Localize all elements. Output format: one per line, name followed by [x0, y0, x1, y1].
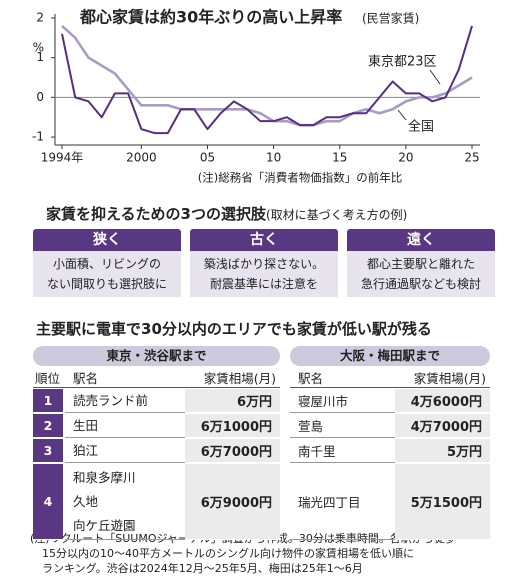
- station-name: 萱島: [290, 414, 395, 438]
- rent: 6万円: [185, 389, 280, 413]
- rent: 6万7000円: [185, 439, 280, 463]
- legend-leader: [429, 69, 441, 85]
- rent: 5万1500円: [395, 464, 490, 540]
- station-name: 狛江: [73, 442, 99, 458]
- y-tick-label: 1: [36, 50, 44, 64]
- option-text: 都心主要駅と離れた: [366, 257, 475, 271]
- station-name: 向ケ丘遊園: [73, 517, 136, 533]
- option-body: 築浅ばかり探さない。 耐震基準には注意を: [190, 251, 338, 297]
- footnote-line: ランキング。渋谷は2024年12月～25年5月、梅田は25年1～6月: [42, 562, 363, 575]
- rent: 4万6000円: [395, 389, 490, 413]
- legend-leader: [397, 109, 407, 121]
- rank: 1: [33, 389, 63, 413]
- x-tick-label: 1994年: [41, 151, 84, 165]
- x-tick-label: 25: [464, 151, 479, 165]
- chart-subtitle: (民営家賃): [362, 11, 419, 26]
- option-text: 耐震基準には注意を: [209, 277, 318, 291]
- option-body: 都心主要駅と離れた 急行通過駅なども検討: [347, 251, 495, 297]
- series-line: [61, 24, 473, 127]
- column-header: 家賃相場(月): [395, 368, 490, 388]
- footnote-line: 15分以内の10～40平方メートルのシングル向け物件の家賃相場を低い順に: [42, 547, 414, 560]
- legend-label: 全国: [408, 119, 434, 135]
- options-title-row: 家賃を抑えるための3つの選択肢(取材に基づく考え方の例): [46, 203, 407, 224]
- station-cell: 生田: [65, 414, 185, 438]
- y-unit: %: [33, 41, 44, 55]
- option-text: 急行通過駅なども検討: [360, 277, 481, 291]
- y-tick-label: -1: [32, 130, 44, 144]
- option-text: 小面積、リビングの: [52, 257, 161, 271]
- options-title: 家賃を抑えるための3つの選択肢: [46, 205, 266, 223]
- station-name: 寝屋川市: [290, 389, 395, 413]
- y-tick-label: 0: [36, 90, 44, 104]
- option-body: 小面積、リビングの ない間取りも選択肢に: [33, 251, 181, 297]
- series-line: [61, 25, 473, 135]
- rent: 4万7000円: [395, 414, 490, 438]
- station-cell: 狛江: [65, 439, 185, 463]
- x-tick-label: 10: [266, 151, 281, 165]
- option-label: 遠く: [347, 229, 495, 251]
- column-header: 駅名: [65, 368, 185, 388]
- x-tick-label: 15: [332, 151, 347, 165]
- chart-note: (注)総務省「消費者物価指数」の前年比: [198, 171, 402, 185]
- rent: 6万9000円: [185, 464, 280, 540]
- station-name: 読売ランド前: [73, 392, 149, 408]
- station-name: 和泉多摩川: [73, 469, 136, 485]
- option-text: 築浅ばかり探さない。: [203, 257, 325, 271]
- x-tick-label: 20: [398, 151, 413, 165]
- station-cell: 読売ランド前: [65, 389, 185, 413]
- rank: 3: [33, 439, 63, 463]
- rank: 2: [33, 414, 63, 438]
- rent: 5万円: [395, 439, 490, 463]
- chart-title: 都心家賃は約30年ぶりの高い上昇率: [79, 8, 342, 27]
- rank: 4: [33, 464, 63, 540]
- table-title: 主要駅に電車で30分以内のエリアでも家賃が低い駅が残る: [36, 320, 432, 338]
- legend-label: 東京都23区: [368, 54, 437, 70]
- station-name: 久地: [73, 493, 99, 509]
- station-name: 瑞光四丁目: [290, 464, 395, 540]
- chart: 都心家賃は約30年ぶりの高い上昇率 (民営家賃) % (注)総務省「消費者物価指…: [32, 8, 480, 185]
- option-label: 古く: [190, 229, 338, 251]
- options-subtitle: (取材に基づく考え方の例): [266, 208, 408, 222]
- column-header: 順位: [33, 368, 65, 388]
- option-label: 狭く: [33, 229, 181, 251]
- station-name: 南千里: [290, 439, 395, 463]
- column-header: 駅名: [290, 368, 395, 388]
- x-tick-label: 05: [200, 151, 215, 165]
- group-label: 大阪・梅田駅まで: [290, 346, 490, 366]
- y-tick-label: 2: [36, 10, 44, 24]
- station-name: 生田: [73, 417, 99, 433]
- option-text: ない間取りも選択肢に: [46, 277, 167, 291]
- group-label: 東京・渋谷駅まで: [33, 346, 280, 366]
- x-tick-label: 2000: [126, 151, 157, 165]
- station-cell: 和泉多摩川久地向ケ丘遊園: [65, 464, 185, 540]
- rent: 6万1000円: [185, 414, 280, 438]
- column-header: 家賃相場(月): [185, 368, 280, 388]
